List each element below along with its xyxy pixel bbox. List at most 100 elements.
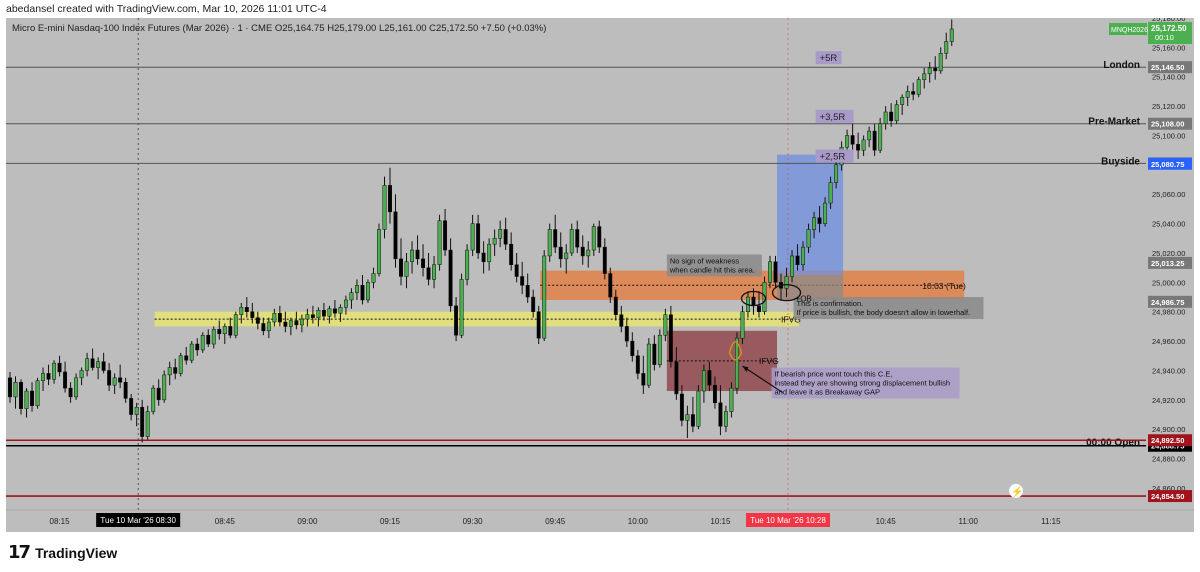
candle[interactable]	[145, 405, 150, 440]
candle[interactable]	[878, 117, 883, 154]
candle[interactable]	[140, 399, 145, 443]
candle[interactable]	[514, 252, 519, 283]
candle[interactable]	[217, 320, 222, 340]
candle[interactable]	[46, 364, 51, 386]
candle[interactable]	[112, 373, 117, 394]
candle[interactable]	[663, 308, 668, 342]
candle[interactable]	[674, 346, 679, 400]
candle[interactable]	[498, 220, 503, 248]
candle[interactable]	[575, 220, 580, 253]
candle[interactable]	[707, 361, 712, 392]
candle[interactable]	[586, 241, 591, 268]
candle[interactable]	[613, 289, 618, 321]
candle[interactable]	[531, 289, 536, 318]
candle[interactable]	[57, 355, 62, 377]
candle[interactable]	[828, 176, 833, 209]
candle[interactable]	[13, 376, 18, 409]
candle[interactable]	[718, 385, 723, 436]
candle[interactable]	[305, 308, 310, 327]
candle[interactable]	[558, 232, 563, 268]
candle[interactable]	[404, 252, 409, 289]
candle[interactable]	[597, 220, 602, 253]
candle[interactable]	[173, 358, 178, 380]
candle[interactable]	[690, 396, 695, 433]
candle[interactable]	[624, 317, 629, 347]
candle[interactable]	[520, 261, 525, 295]
candle[interactable]	[41, 367, 46, 392]
candle[interactable]	[834, 158, 839, 189]
candle[interactable]	[101, 352, 106, 374]
candle[interactable]	[459, 273, 464, 339]
candle[interactable]	[922, 67, 927, 89]
candle[interactable]	[685, 405, 690, 439]
candle[interactable]	[19, 379, 23, 415]
candle[interactable]	[294, 311, 299, 330]
candle[interactable]	[327, 305, 332, 324]
candle[interactable]	[481, 241, 486, 274]
candle[interactable]	[729, 382, 734, 418]
candle[interactable]	[35, 377, 40, 409]
candle[interactable]	[8, 371, 12, 403]
candle[interactable]	[96, 357, 101, 380]
candle[interactable]	[85, 352, 90, 377]
candle[interactable]	[123, 377, 128, 403]
candle[interactable]	[222, 323, 227, 345]
candle[interactable]	[239, 302, 244, 324]
chart-frame[interactable]: 10.03 (Tue) IFVG IFVG London Pre-Market Buys…	[6, 18, 1194, 532]
candle[interactable]	[162, 370, 167, 403]
candle[interactable]	[503, 217, 508, 251]
candle[interactable]	[399, 238, 403, 286]
candle[interactable]	[200, 332, 205, 353]
candle[interactable]	[740, 305, 745, 345]
candle[interactable]	[332, 299, 337, 318]
candle[interactable]	[167, 361, 172, 386]
candle[interactable]	[679, 385, 684, 427]
candle[interactable]	[283, 311, 288, 333]
candle[interactable]	[255, 311, 260, 330]
candle[interactable]	[801, 241, 806, 271]
candle[interactable]	[872, 123, 877, 157]
candle[interactable]	[916, 76, 921, 98]
candle[interactable]	[553, 214, 558, 253]
candle[interactable]	[410, 241, 414, 274]
candle[interactable]	[668, 305, 673, 368]
candle[interactable]	[68, 382, 73, 403]
candle[interactable]	[189, 341, 194, 364]
candle[interactable]	[30, 382, 34, 412]
candle[interactable]	[299, 314, 304, 333]
candle[interactable]	[178, 352, 183, 377]
candle[interactable]	[696, 385, 701, 430]
candle[interactable]	[74, 373, 79, 400]
candle[interactable]	[426, 252, 431, 286]
candle[interactable]	[382, 176, 387, 239]
candle[interactable]	[250, 302, 255, 324]
candle[interactable]	[905, 85, 910, 107]
candle[interactable]	[156, 379, 161, 406]
candle[interactable]	[371, 267, 376, 289]
candle[interactable]	[432, 255, 437, 289]
candle[interactable]	[487, 238, 492, 271]
candle[interactable]	[134, 402, 139, 427]
candle[interactable]	[321, 302, 326, 321]
candle[interactable]	[448, 238, 453, 312]
candle[interactable]	[184, 346, 189, 365]
candle[interactable]	[635, 349, 640, 380]
candle[interactable]	[525, 273, 530, 303]
candle[interactable]	[536, 305, 541, 345]
candle[interactable]	[465, 244, 470, 286]
candle[interactable]	[883, 106, 888, 130]
candle[interactable]	[107, 363, 112, 392]
candle[interactable]	[602, 238, 607, 280]
candle[interactable]	[723, 405, 728, 433]
candle[interactable]	[784, 267, 789, 298]
candle[interactable]	[288, 317, 293, 336]
candle[interactable]	[233, 311, 238, 339]
candle[interactable]	[354, 279, 359, 300]
candle[interactable]	[79, 367, 84, 386]
candle[interactable]	[492, 229, 497, 256]
candle[interactable]	[388, 167, 392, 224]
candle[interactable]	[421, 244, 426, 277]
lightning-icon[interactable]	[1009, 483, 1023, 498]
candle[interactable]	[790, 250, 794, 283]
candle[interactable]	[547, 223, 552, 262]
